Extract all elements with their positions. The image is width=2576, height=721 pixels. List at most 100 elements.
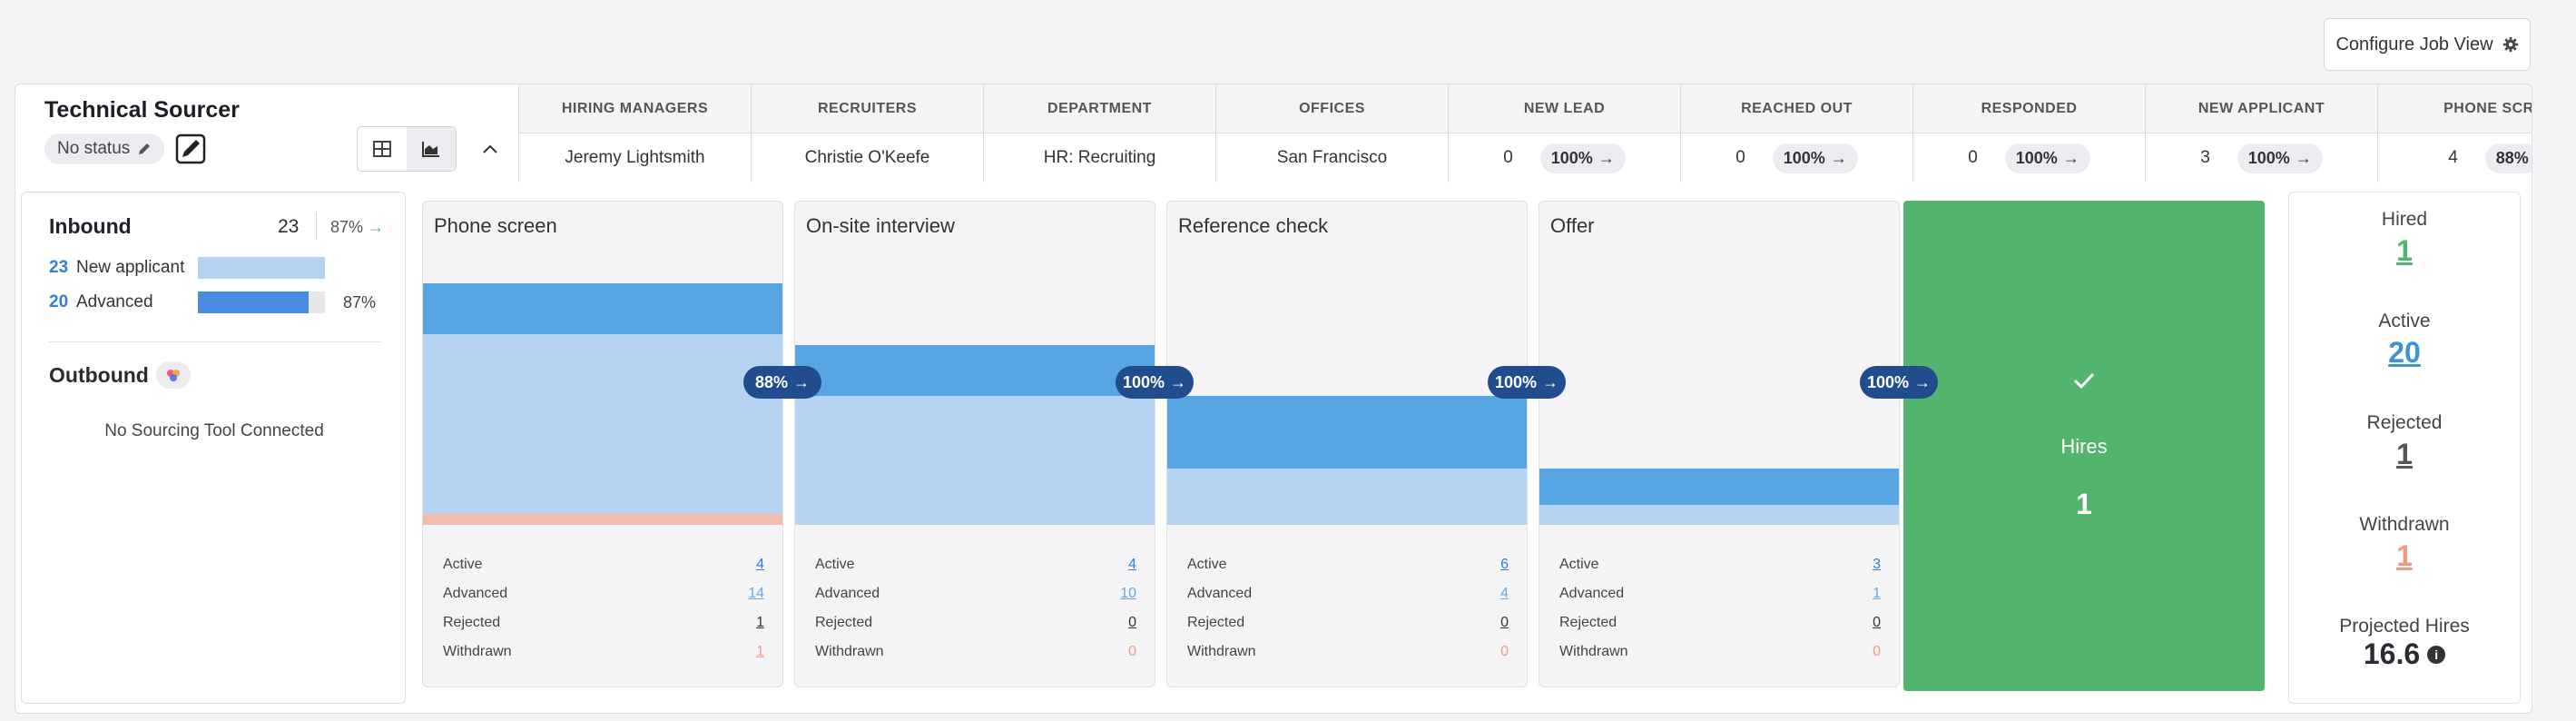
summary-label: Projected Hires [2339, 616, 2470, 637]
stage-row-label: Active [815, 557, 855, 572]
stage-rejected-value[interactable]: 0 [1500, 615, 1509, 630]
stage-row-label: Rejected [443, 615, 501, 630]
summary-withdrawn: Withdrawn 1 [2289, 514, 2520, 573]
source-bar-fill [198, 291, 309, 313]
stage-advanced-bar [1167, 469, 1527, 525]
meta-col-offices: OFFICES San Francisco [1216, 84, 1449, 183]
stage-row-active: Active 3 [1559, 550, 1881, 579]
stage-row-label: Active [443, 557, 483, 572]
stage-row-label: Rejected [1559, 615, 1617, 630]
summary-hired: Hired 1 [2289, 209, 2520, 268]
conversion-chip[interactable]: 100% → [2237, 143, 2323, 173]
table-view-button[interactable] [358, 127, 407, 171]
stage-active-value[interactable]: 6 [1500, 557, 1509, 572]
configure-job-view-button[interactable]: Configure Job View [2324, 18, 2531, 71]
conversion-chip[interactable]: 88% [2484, 143, 2532, 173]
conversion-pct: 100% [1122, 372, 1165, 391]
view-toggle[interactable] [357, 126, 457, 172]
conversion-chip[interactable]: 100% → [1772, 143, 1858, 173]
conversion-pct: 100% [1494, 372, 1538, 391]
summary-rejected-value[interactable]: 1 [2396, 438, 2413, 470]
source-row[interactable]: 23 New applicant [49, 256, 394, 280]
conversion-badge[interactable]: 100% → [1488, 366, 1566, 399]
stage-row-advanced: Advanced 10 [815, 579, 1136, 608]
meta-head: PHONE SCRE [2378, 84, 2532, 133]
stage-card-reference-check[interactable]: Reference check Active 6 Advanced 4 Reject… [1166, 201, 1528, 687]
stage-active-value[interactable]: 4 [1128, 557, 1136, 572]
stage-title: On-site interview [806, 214, 955, 237]
stage-count: 4 [2448, 148, 2458, 167]
inbound-title: Inbound [49, 214, 132, 238]
stage-card-phone-screen[interactable]: Phone screen Active 4 Advanced 14 Rejected… [422, 201, 783, 687]
stage-row-label: Withdrawn [1559, 644, 1628, 659]
sourcing-tool-logo[interactable] [156, 361, 191, 389]
conversion-badge[interactable]: 100% → [1116, 366, 1194, 399]
stage-active-value[interactable]: 3 [1873, 557, 1881, 572]
stage-row-label: Advanced [1559, 586, 1625, 601]
stage-withdrawn-value: 0 [1128, 644, 1136, 659]
stage-card-onsite-interview[interactable]: On-site interview Active 4 Advanced 10 Rej… [794, 201, 1155, 687]
stage-chart [795, 283, 1155, 525]
stage-row-label: Rejected [815, 615, 873, 630]
stage-advanced-value[interactable]: 10 [1120, 586, 1136, 601]
checkmark-icon [1903, 371, 2265, 394]
stage-row-withdrawn: Withdrawn 0 [1559, 637, 1881, 667]
stage-card-offer[interactable]: Offer Active 3 Advanced 1 Rejected 0 Withdr… [1539, 201, 1900, 687]
arrow-right-icon: → [1914, 372, 1932, 391]
meta-col-responded: RESPONDED 0 100% → [1913, 84, 2146, 183]
conversion-chip[interactable]: 100% → [2004, 143, 2090, 173]
meta-col-recruiters: RECRUITERS Christie O'Keefe [752, 84, 984, 183]
stage-chart [1539, 283, 1899, 525]
chart-view-button[interactable] [407, 127, 456, 171]
chevron-up-icon [483, 144, 497, 153]
summary-label: Withdrawn [2359, 514, 2450, 535]
configure-label: Configure Job View [2335, 34, 2493, 54]
summary-withdrawn-value[interactable]: 1 [2396, 539, 2413, 572]
summary-active-value[interactable]: 20 [2388, 336, 2421, 369]
conversion-pct: 100% [1783, 148, 1825, 167]
conversion-chip[interactable]: 100% → [1539, 143, 1626, 173]
source-count: 20 [49, 292, 69, 311]
inbound-pct-value: 87% [330, 218, 364, 236]
hires-count: 1 [2076, 488, 2092, 520]
edit-note-icon[interactable] [175, 133, 206, 164]
stage-advanced-value[interactable]: 4 [1500, 586, 1509, 601]
job-meta-table: HIRING MANAGERS Jeremy Lightsmith RECRUI… [518, 84, 2532, 183]
summary-active: Active 20 [2289, 311, 2520, 370]
stage-list: Active 4 Advanced 14 Rejected 1 Withdrawn 1 [443, 550, 764, 667]
stage-withdrawn-value[interactable]: 1 [756, 644, 764, 659]
job-card: Technical Sourcer No status HIRING MANAG… [15, 84, 2532, 714]
source-count: 23 [49, 258, 69, 277]
stage-row-label: Active [1559, 557, 1599, 572]
collapse-button[interactable] [477, 135, 504, 163]
source-bar [198, 257, 325, 279]
stage-rejected-value[interactable]: 1 [756, 615, 764, 630]
stage-rejected-bar [423, 514, 782, 525]
source-bar [198, 291, 325, 313]
hires-card[interactable]: Hires 1 [1903, 201, 2265, 691]
conversion-pct: 88% [2495, 148, 2529, 167]
meta-value: Christie O'Keefe [804, 148, 930, 167]
inbound-pct: 87% → [330, 218, 384, 237]
stage-rejected-value[interactable]: 0 [1873, 615, 1881, 630]
conversion-badge[interactable]: 100% → [1860, 366, 1938, 399]
status-pill[interactable]: No status [44, 133, 165, 164]
arrow-right-icon: → [1830, 148, 1847, 167]
stage-advanced-value[interactable]: 1 [1873, 586, 1881, 601]
source-row[interactable]: 20 Advanced 87% [49, 291, 394, 314]
meta-value: HR: Recruiting [1043, 148, 1156, 167]
stage-advanced-value[interactable]: 14 [748, 586, 764, 601]
job-title[interactable]: Technical Sourcer [44, 97, 240, 123]
meta-col-reached-out: REACHED OUT 0 100% → [1681, 84, 1913, 183]
source-pct: 87% [343, 292, 377, 311]
arrow-right-icon: → [1598, 148, 1615, 167]
stage-rejected-value[interactable]: 0 [1128, 615, 1136, 630]
info-icon[interactable]: i [2427, 645, 2446, 664]
summary-hired-value[interactable]: 1 [2396, 234, 2413, 267]
stage-row-rejected: Rejected 0 [1187, 608, 1509, 637]
conversion-pct: 100% [2247, 148, 2290, 167]
source-label: New applicant [76, 258, 185, 277]
stage-active-value[interactable]: 4 [756, 557, 764, 572]
conversion-badge[interactable]: 88% → [743, 366, 821, 399]
meta-col-phone-screen: PHONE SCRE 4 88% [2378, 84, 2532, 183]
